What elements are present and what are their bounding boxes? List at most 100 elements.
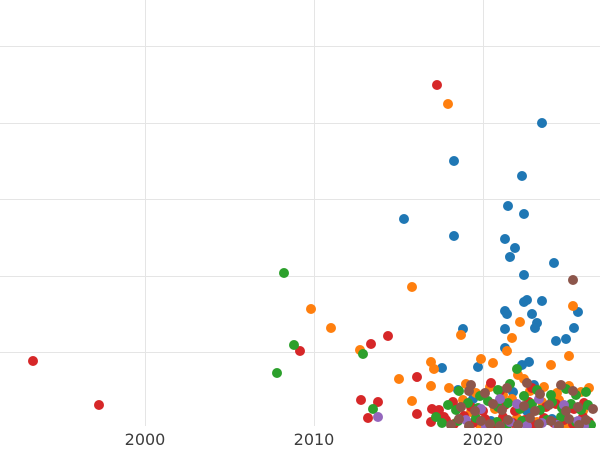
data-point <box>499 234 510 244</box>
data-point <box>538 382 549 392</box>
data-point <box>483 396 494 406</box>
data-point <box>545 390 556 400</box>
data-point <box>564 414 575 424</box>
data-point <box>461 415 472 425</box>
data-point <box>515 317 526 327</box>
h-gridline <box>0 46 600 47</box>
data-point <box>501 383 512 393</box>
data-point <box>567 301 578 311</box>
h-gridline <box>0 199 600 200</box>
data-point <box>527 399 537 409</box>
data-point <box>427 404 438 414</box>
data-point <box>373 397 384 407</box>
data-point <box>476 404 487 414</box>
data-point <box>518 391 529 401</box>
data-point <box>456 402 467 412</box>
data-point <box>437 363 448 373</box>
data-point <box>521 378 532 388</box>
data-point <box>537 296 548 306</box>
x-tick-label: 2010 <box>293 430 335 449</box>
data-point <box>462 398 473 408</box>
data-point <box>564 351 575 361</box>
data-point <box>461 379 472 389</box>
data-point <box>581 387 592 397</box>
data-point <box>454 414 465 424</box>
data-point <box>535 389 546 399</box>
data-point <box>560 384 571 394</box>
data-point <box>430 412 441 422</box>
data-point <box>506 333 517 343</box>
data-point <box>518 401 529 411</box>
data-point <box>511 399 522 409</box>
data-point <box>586 420 597 428</box>
data-point <box>471 413 482 423</box>
data-point <box>562 421 573 428</box>
data-point <box>467 394 478 404</box>
data-point <box>366 339 377 349</box>
data-point <box>518 270 529 280</box>
data-point <box>425 381 436 391</box>
data-point <box>572 307 583 317</box>
data-point <box>511 364 522 374</box>
data-point <box>516 360 527 370</box>
data-point <box>510 243 521 253</box>
h-gridline <box>0 276 600 277</box>
data-point <box>412 409 423 419</box>
data-point <box>358 349 368 359</box>
data-point <box>363 413 374 423</box>
data-point <box>476 416 487 426</box>
data-point <box>567 386 578 396</box>
data-point <box>572 402 583 412</box>
data-point <box>574 420 585 428</box>
data-point <box>466 380 477 390</box>
data-point <box>383 331 394 341</box>
data-point <box>560 334 571 344</box>
data-point <box>527 383 537 393</box>
data-point <box>434 405 445 415</box>
data-point <box>569 323 580 333</box>
data-point <box>456 330 467 340</box>
data-point <box>368 404 379 414</box>
data-point <box>513 370 524 380</box>
data-point <box>464 386 475 396</box>
data-point <box>444 383 455 393</box>
x-tick-label: 2000 <box>124 430 166 449</box>
data-point <box>356 395 367 405</box>
data-point <box>555 412 566 422</box>
data-point <box>535 405 546 415</box>
data-point <box>513 420 524 428</box>
data-point <box>508 387 519 397</box>
data-point <box>407 396 418 406</box>
v-gridline <box>314 0 315 426</box>
data-point <box>407 282 418 292</box>
data-point <box>548 258 559 268</box>
data-point <box>530 323 541 333</box>
data-point <box>488 358 499 368</box>
data-point <box>501 346 512 356</box>
data-point <box>94 400 105 410</box>
data-point <box>555 380 566 390</box>
data-point <box>581 415 592 425</box>
data-point <box>271 368 282 378</box>
data-point <box>525 413 536 423</box>
data-point <box>533 419 544 428</box>
data-point <box>432 80 443 90</box>
data-point <box>479 388 490 398</box>
data-point <box>559 400 570 410</box>
data-point <box>521 406 532 416</box>
data-point <box>437 418 448 428</box>
data-point <box>449 156 460 166</box>
data-point <box>511 413 522 423</box>
x-axis: 2000 2010 2020 <box>0 428 600 450</box>
data-point <box>528 420 539 428</box>
data-point <box>425 357 436 367</box>
data-point <box>543 400 554 410</box>
data-point <box>412 372 423 382</box>
data-point <box>476 354 487 364</box>
data-point <box>305 304 316 314</box>
data-point <box>518 209 529 219</box>
v-gridline <box>483 0 484 426</box>
x-tick-label: 2020 <box>462 430 504 449</box>
data-point <box>457 324 468 334</box>
data-point <box>488 399 499 409</box>
